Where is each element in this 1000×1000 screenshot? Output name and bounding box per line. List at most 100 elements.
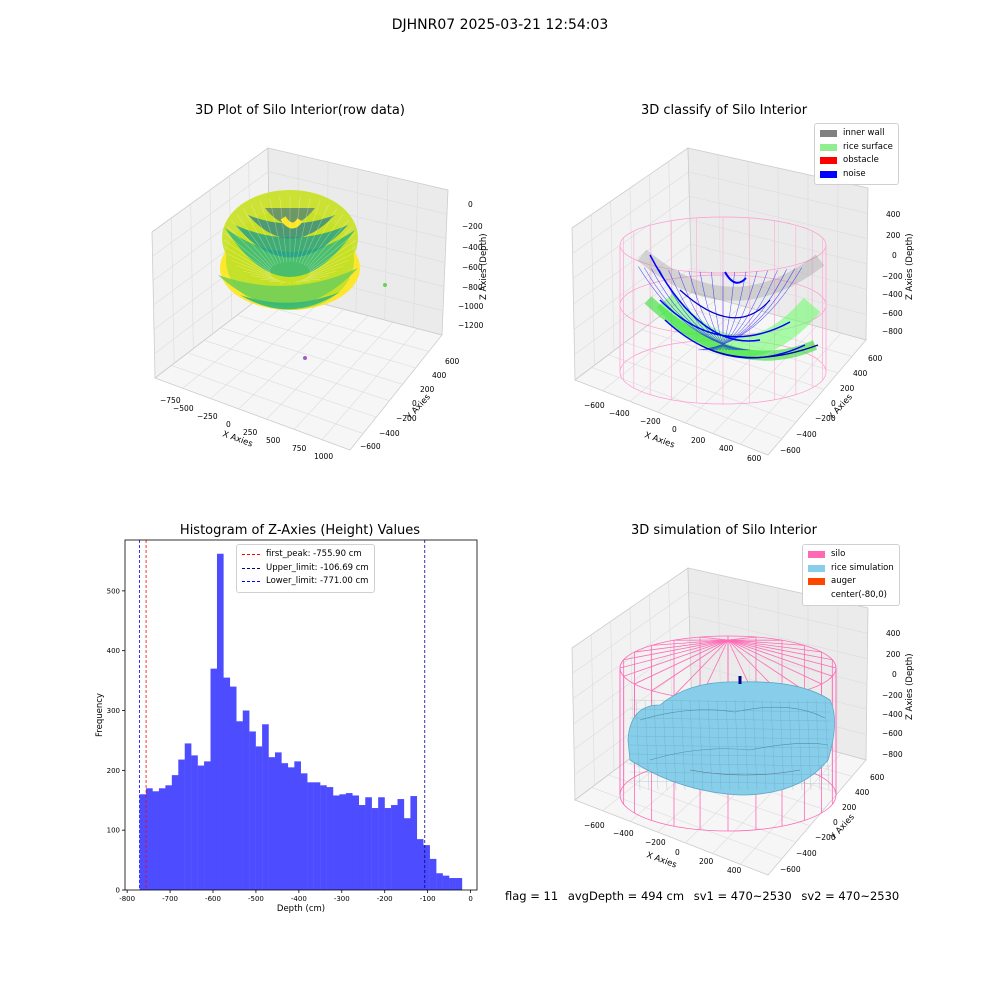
svg-text:750: 750 — [292, 444, 307, 453]
svg-text:−600: −600 — [360, 442, 381, 451]
svg-text:−200: −200 — [462, 222, 483, 231]
legend-entry-rice-simulation: rice simulation — [808, 562, 894, 576]
svg-text:−800: −800 — [882, 327, 903, 336]
histogram-bar — [429, 858, 437, 890]
histogram-bar — [455, 878, 463, 890]
summary-footer: flag = 11 avgDepth = 494 cm sv1 = 470~25… — [505, 889, 910, 903]
histogram-bar — [345, 793, 353, 890]
svg-text:−800: −800 — [882, 750, 903, 759]
svg-text:−200: −200 — [640, 417, 661, 426]
svg-text:−800: −800 — [462, 283, 483, 292]
histogram-y-tick-label: 300 — [107, 707, 120, 715]
histogram-bar — [365, 797, 372, 890]
histogram-bar — [249, 731, 256, 890]
histogram-bar — [391, 805, 398, 890]
panel3-legend: first_peak: -755.90 cm Upper_limit: -106… — [236, 544, 375, 593]
histogram-bar — [300, 773, 308, 890]
histogram-bar — [262, 724, 269, 890]
legend-entry-silo: silo — [808, 548, 894, 562]
histogram-y-tick-label: 400 — [107, 647, 120, 655]
legend-entry-obstacle: obstacle — [820, 154, 893, 168]
histogram-ylabel: Frequency — [95, 693, 105, 737]
svg-text:600: 600 — [868, 354, 883, 363]
svg-text:0: 0 — [892, 670, 897, 679]
svg-text:−400: −400 — [882, 290, 903, 299]
svg-text:−400: −400 — [379, 429, 400, 438]
svg-text:0: 0 — [675, 848, 680, 857]
flag-value: flag = 11 — [505, 889, 559, 903]
histogram-bar — [255, 746, 263, 890]
histogram-bar — [197, 765, 205, 890]
histogram-bar — [165, 785, 173, 890]
svg-text:200: 200 — [699, 857, 714, 866]
histogram-bar — [204, 761, 211, 890]
svg-text:600: 600 — [445, 357, 460, 366]
svg-text:400: 400 — [853, 369, 868, 378]
histogram-bar — [274, 752, 282, 890]
histogram-y-tick-label: 500 — [107, 587, 120, 595]
svg-text:200: 200 — [840, 384, 855, 393]
histogram-y-tick-label: 200 — [107, 767, 120, 775]
svg-text:−400: −400 — [462, 243, 483, 252]
panel1-surface — [218, 190, 360, 310]
histogram-bar — [371, 808, 379, 890]
svg-text:−600: −600 — [584, 821, 605, 830]
histogram-x-ticks: -800 -700 -600 -500 -400 -300 -200 -100 0 — [119, 890, 473, 903]
legend-entry-rice-surface: rice surface — [820, 141, 893, 155]
svg-text:1000: 1000 — [314, 452, 333, 461]
legend-entry-center: center(-80,0) — [808, 589, 894, 603]
svg-text:−1200: −1200 — [458, 321, 484, 330]
histogram-bar — [378, 797, 385, 890]
panel4-title: 3D simulation of Silo Interior — [631, 523, 817, 538]
panel1-title: 3D Plot of Silo Interior(row data) — [195, 103, 405, 118]
svg-text:−200: −200 — [882, 691, 903, 700]
svg-text:−200: −200 — [396, 414, 417, 423]
histogram-bar — [307, 782, 314, 890]
histogram-bar — [416, 839, 424, 890]
panel3-title: Histogram of Z-Axies (Height) Values — [179, 523, 421, 538]
histogram-bar — [449, 878, 456, 890]
panel1-tick-labels: −750 −500 −250 0 250 500 750 1000 −600 −… — [160, 200, 484, 461]
legend-entry-noise: noise — [820, 168, 893, 182]
svg-text:−750: −750 — [160, 396, 181, 405]
histogram-bar — [410, 796, 418, 890]
histogram-x-tick-label: -200 — [377, 895, 393, 903]
svg-text:−1000: −1000 — [458, 302, 484, 311]
panel2-title: 3D classify of Silo Interior — [640, 103, 808, 118]
svg-text:0: 0 — [831, 399, 836, 408]
histogram-xlabel: Depth (cm) — [277, 904, 325, 914]
svg-text:−600: −600 — [882, 309, 903, 318]
histogram-bar — [229, 686, 237, 890]
histogram-bar — [326, 787, 334, 890]
svg-text:250: 250 — [243, 428, 258, 437]
histogram-frame — [124, 539, 478, 891]
panel2-zlabel: Z Axies (Depth) — [905, 233, 915, 300]
histogram-x-tick-label: -500 — [248, 895, 264, 903]
histogram-bar — [242, 710, 250, 890]
histogram-bar — [223, 677, 231, 890]
histogram-bar — [139, 794, 147, 890]
svg-text:200: 200 — [886, 231, 901, 240]
panel2-classified-points — [637, 249, 825, 361]
legend-entry-inner-wall: inner wall — [820, 127, 893, 141]
histogram-x-tick-label: 0 — [468, 895, 472, 903]
histogram-bar — [146, 788, 153, 890]
histogram-bar — [403, 818, 411, 890]
svg-text:−400: −400 — [796, 849, 817, 858]
histogram-bar — [339, 794, 347, 890]
histogram-x-tick-label: -700 — [162, 895, 178, 903]
histogram-bars — [139, 553, 463, 890]
legend-entry-upper-limit: Upper_limit: -106.69 cm — [242, 562, 369, 576]
histogram-bar — [423, 845, 430, 890]
svg-text:−600: −600 — [462, 263, 483, 272]
panel1-outlier-point — [303, 356, 307, 360]
svg-text:−400: −400 — [609, 409, 630, 418]
histogram-reference-lines — [139, 540, 426, 890]
panel4-legend: silo rice simulation auger center(-80,0) — [802, 544, 900, 606]
histogram-bar — [171, 775, 179, 890]
histogram-bar — [320, 785, 327, 890]
svg-text:0: 0 — [468, 200, 473, 209]
histogram-bar — [281, 763, 289, 890]
histogram-x-tick-label: -100 — [420, 895, 436, 903]
